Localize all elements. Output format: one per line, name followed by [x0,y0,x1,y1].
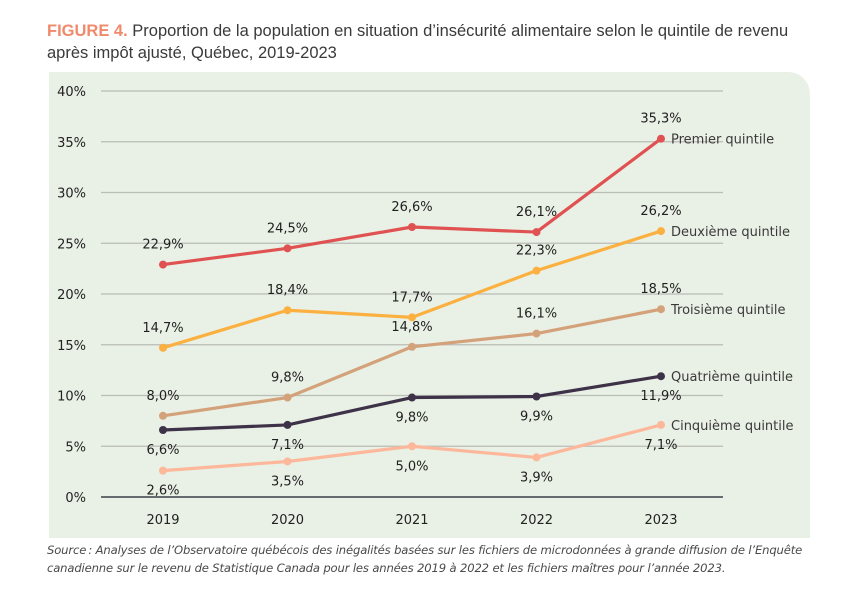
data-label: 2,6% [146,484,179,499]
data-label: 26,2% [640,204,681,219]
y-tick-label: 10% [57,390,86,405]
x-tick-label: 2022 [520,513,553,528]
series-label: Premier quintile [671,133,774,148]
data-point [657,134,665,143]
data-point [408,393,416,402]
data-label: 22,9% [142,238,183,253]
x-tick-label: 2023 [644,513,677,528]
data-point [657,420,665,429]
data-label: 22,3% [516,244,557,259]
chart-panel [49,72,810,538]
series-label: Cinquième quintile [671,419,793,434]
y-tick-label: 15% [57,339,86,354]
data-label: 5,0% [395,459,428,474]
data-label: 9,8% [395,411,428,426]
series-3: 8,0% 9,8% 14,8% 16,1% 18,5% Troisième quintil… [146,282,786,420]
data-label: 26,1% [516,205,557,220]
series-label: Quatrième quintile [671,370,793,385]
data-point [408,313,416,322]
data-point [283,306,292,315]
data-label: 11,9% [640,389,681,404]
data-label: 18,4% [267,283,308,298]
figure-title: FIGURE 4. Proportion de la population en… [47,20,807,64]
figure-number: FIGURE 4. [47,22,128,40]
data-label: 35,3% [640,112,681,127]
y-tick-label: 40% [57,85,86,100]
data-label: 16,1% [516,307,557,322]
data-label: 3,5% [271,474,304,489]
series-4: 6,6% 7,1% 9,8% 9,9% 11,9% Quatrième quintile [146,370,792,458]
data-point [657,227,665,236]
data-point [408,223,416,232]
data-point [159,426,167,435]
series-1: 22,9% 24,5% 26,6% 26,1% 35,3% Premier quintil… [142,112,774,269]
data-point [408,442,416,451]
data-point [283,244,292,253]
data-label: 14,7% [142,321,183,336]
data-point [532,228,541,237]
x-tick-label: 2019 [146,513,179,528]
data-point [159,260,167,269]
series-2: 14,7% 18,4% 17,7% 22,3% 26,2% Deuxième quinti… [142,204,790,352]
figure-title-text: Proportion de la population en situation… [47,22,789,62]
data-label: 8,0% [146,389,179,404]
y-axis: 0% 5% 10% 15% 20% 25% 30% 35% 40% [57,85,86,506]
data-label: 24,5% [267,221,308,236]
x-axis: 2019 2020 2021 2022 2023 [146,513,677,528]
data-label: 9,8% [271,371,304,386]
x-tick-label: 2020 [271,513,304,528]
data-point [408,342,416,351]
series-5: 2,6% 3,5% 5,0% 3,9% 7,1% Cinquième quintile [146,419,793,499]
data-point [657,372,665,381]
data-label: 3,9% [520,470,553,485]
data-point [283,457,292,466]
y-tick-label: 20% [57,288,86,303]
data-point [532,266,541,275]
data-label: 6,6% [146,443,179,458]
y-tick-label: 25% [57,237,86,252]
data-point [283,420,292,429]
data-label: 14,8% [391,320,432,335]
data-label: 7,1% [644,438,677,453]
data-point [159,411,167,420]
data-point [159,343,167,352]
data-point [283,393,292,402]
y-tick-label: 0% [65,491,86,506]
data-label: 18,5% [640,282,681,297]
x-tick-label: 2021 [395,513,428,528]
y-tick-label: 35% [57,136,86,151]
source-note: Source : Analyses de l’Observatoire québ… [47,543,803,575]
data-label: 7,1% [271,438,304,453]
series-label: Deuxième quintile [671,225,790,240]
data-point [532,392,541,401]
data-point [657,305,665,314]
series-label: Troisième quintile [670,303,786,318]
data-point [532,453,541,462]
data-label: 26,6% [391,200,432,215]
series-group: 22,9% 24,5% 26,6% 26,1% 35,3% Premier quintil… [142,112,793,499]
data-label: 17,7% [391,290,432,305]
data-point [159,466,167,475]
data-label: 9,9% [520,410,553,425]
y-tick-label: 30% [57,187,86,202]
y-tick-label: 5% [65,440,86,455]
data-point [532,329,541,338]
